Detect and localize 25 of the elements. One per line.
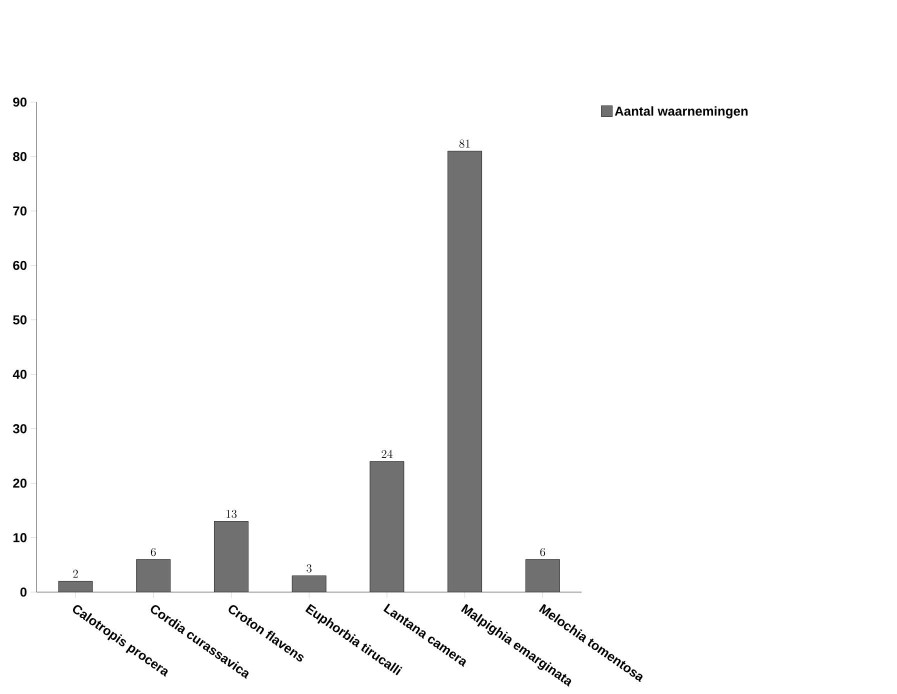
bar xyxy=(525,559,560,592)
y-tick-label: 70 xyxy=(13,206,27,216)
y-tick-label: 0 xyxy=(20,588,27,597)
legend-label: Aantal waarnemingen xyxy=(614,106,748,119)
bar xyxy=(136,560,170,592)
data-label: 81 xyxy=(459,140,470,148)
y-tick-label: 80 xyxy=(13,152,27,162)
y-tick-label: 60 xyxy=(13,261,27,270)
y-tick-label: 40 xyxy=(12,370,27,380)
data-label: 6 xyxy=(540,548,546,556)
bar xyxy=(214,522,248,592)
data-label: 13 xyxy=(226,510,237,518)
y-tick-label: 10 xyxy=(13,533,27,542)
y-tick-label: 50 xyxy=(13,316,27,325)
y-tick-label: 20 xyxy=(13,478,27,488)
bar xyxy=(448,151,482,592)
bar xyxy=(58,581,93,592)
data-label: 3 xyxy=(306,564,312,573)
data-label: 24 xyxy=(382,450,392,458)
data-label: 6 xyxy=(150,548,156,556)
y-tick-label: 90 xyxy=(13,98,27,107)
bar xyxy=(292,576,326,592)
bar xyxy=(370,462,404,592)
y-tick-label: 30 xyxy=(12,424,27,434)
data-label: 2 xyxy=(73,570,78,578)
